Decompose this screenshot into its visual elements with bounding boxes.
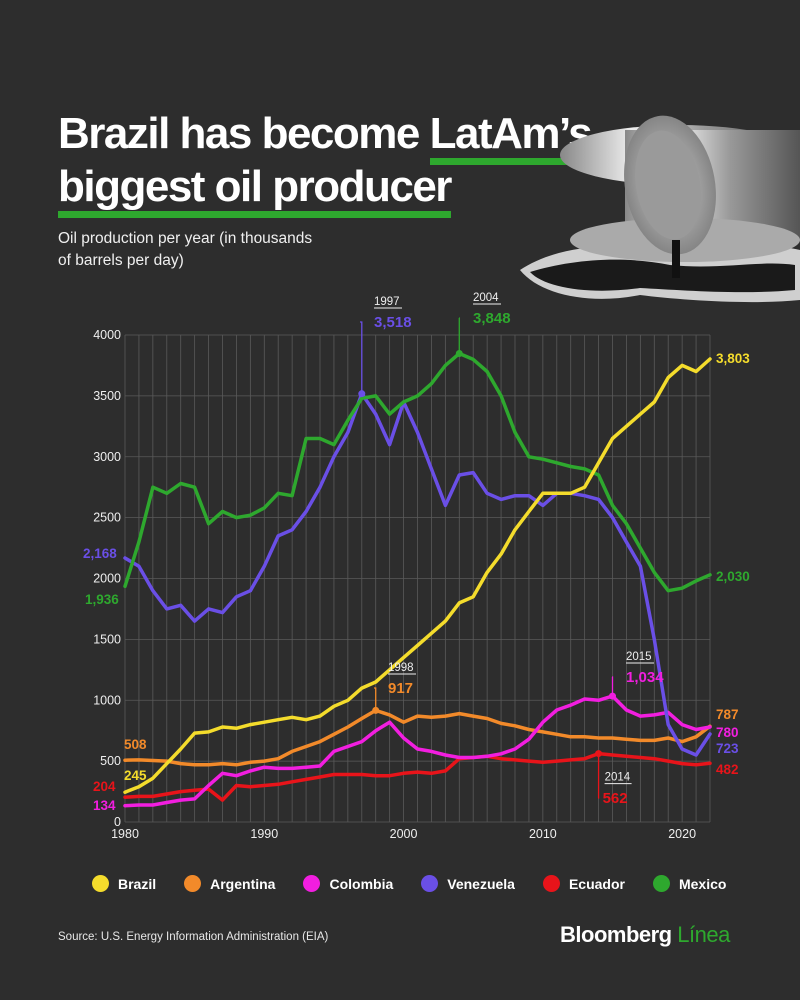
series-line-venezuela	[123, 391, 712, 757]
source-note: Source: U.S. Energy Information Administ…	[58, 931, 329, 943]
legend-item-mexico: Mexico	[652, 875, 727, 892]
series-line-mexico	[123, 351, 712, 593]
legend-label-venezuela: Venezuela	[447, 875, 515, 892]
title-line-1: Brazil has become LatAm’s	[58, 109, 593, 165]
end-label-venezuela: 723	[716, 741, 739, 756]
annotation-leader-venezuela	[360, 321, 363, 394]
start-label-mexico: 1,936	[85, 592, 119, 607]
legend-item-argentina: Argentina	[184, 875, 275, 892]
annotation-leader-ecuador	[597, 753, 600, 799]
title-line-2-text: biggest oil producer	[58, 162, 452, 218]
brand-accent: Línea	[677, 922, 730, 947]
y-tick-label: 500	[100, 754, 121, 768]
x-tick-label: 2010	[529, 827, 557, 841]
x-tick-label: 2000	[390, 827, 418, 841]
y-tick-label: 0	[114, 815, 121, 829]
end-label-ecuador: 482	[716, 762, 739, 777]
oil-barrel-illustration	[520, 115, 800, 303]
legend-label-brazil: Brazil	[118, 875, 157, 892]
annotation-value-mexico: 3,848	[473, 310, 511, 327]
x-tick-label: 1980	[111, 827, 139, 841]
annotation-year-colombia: 2015	[626, 651, 652, 663]
legend: Brazil Argentina Colombia Venezuela Ecua…	[92, 875, 754, 892]
end-label-argentina: 787	[716, 707, 739, 722]
start-label-ecuador: 204	[93, 779, 116, 794]
chart-subtitle: Oil production per year (in thousands of…	[58, 230, 313, 269]
annotation-year-argentina: 1998	[388, 662, 414, 674]
brand-main: Bloomberg	[560, 922, 672, 947]
title-line-2: biggest oil producer	[58, 162, 452, 218]
end-label-brazil: 3,803	[716, 351, 750, 366]
annotation-value-venezuela: 3,518	[374, 314, 412, 331]
x-tick-label: 2020	[668, 827, 696, 841]
annotation-value-argentina: 917	[388, 680, 413, 697]
y-tick-label: 3500	[93, 389, 121, 403]
legend-label-mexico: Mexico	[678, 875, 727, 892]
series-line-argentina	[123, 708, 712, 767]
y-tick-label: 3000	[93, 450, 121, 464]
series-line-brazil	[123, 357, 712, 794]
y-tick-label: 1500	[93, 632, 121, 646]
legend-dot-colombia	[303, 875, 321, 892]
series-line-ecuador	[123, 751, 712, 802]
legend-label-argentina: Argentina	[210, 875, 276, 892]
start-label-brazil: 245	[124, 768, 147, 783]
legend-item-colombia: Colombia	[303, 875, 393, 892]
annotation-leader-colombia	[611, 676, 614, 697]
legend-item-venezuela: Venezuela	[421, 875, 515, 892]
start-label-colombia: 134	[93, 798, 116, 813]
annotation-year-ecuador: 2014	[605, 772, 631, 784]
legend-dot-ecuador	[542, 875, 560, 892]
annotation-value-ecuador: 562	[603, 790, 628, 807]
start-label-argentina: 508	[124, 737, 147, 752]
legend-dot-mexico	[652, 875, 670, 892]
legend-label-colombia: Colombia	[329, 875, 394, 892]
legend-dot-argentina	[184, 875, 202, 892]
legend-item-brazil: Brazil	[92, 875, 156, 892]
y-tick-label: 2000	[93, 572, 121, 586]
legend-item-ecuador: Ecuador	[542, 875, 625, 892]
y-tick-label: 1000	[93, 693, 121, 707]
annotation-year-mexico: 2004	[473, 292, 499, 304]
end-label-mexico: 2,030	[716, 569, 750, 584]
legend-label-ecuador: Ecuador	[568, 875, 625, 892]
annotation-leader-argentina	[374, 687, 377, 711]
end-label-colombia: 780	[716, 725, 739, 740]
brand-logo: Bloomberg Línea	[560, 922, 730, 948]
x-tick-label: 1990	[250, 827, 278, 841]
y-tick-label: 4000	[93, 328, 121, 342]
y-tick-label: 2500	[93, 511, 121, 525]
legend-dot-brazil	[92, 875, 109, 892]
start-label-venezuela: 2,168	[83, 546, 117, 561]
annotation-value-colombia: 1,034	[626, 669, 664, 686]
legend-dot-venezuela	[421, 875, 439, 892]
title-prefix: Brazil has become	[58, 109, 430, 158]
annotation-year-venezuela: 1997	[374, 296, 400, 308]
